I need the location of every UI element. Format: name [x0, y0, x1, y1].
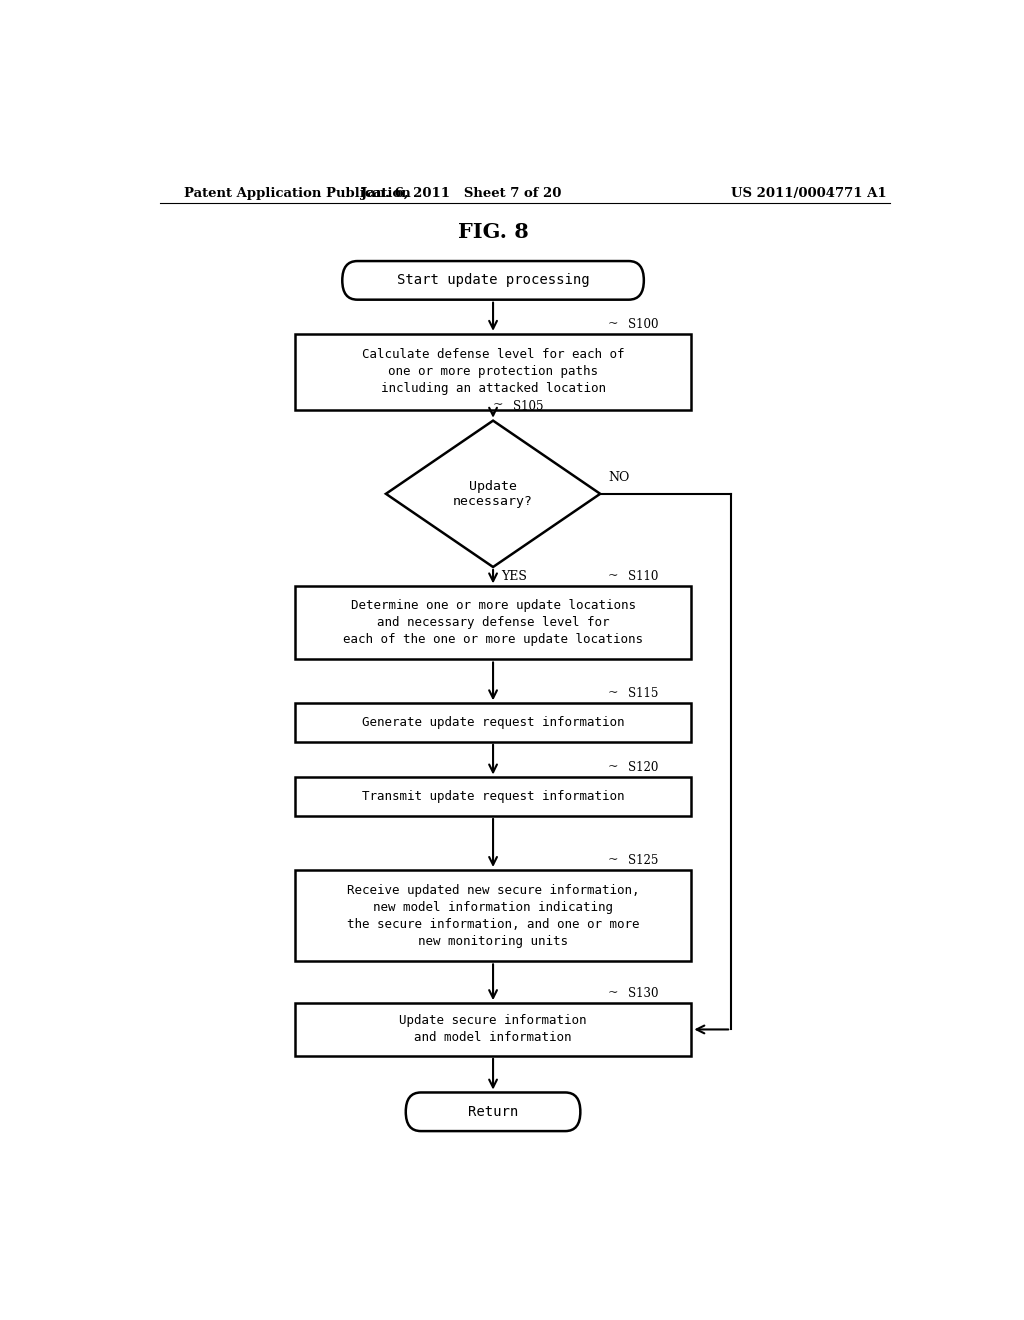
FancyBboxPatch shape — [342, 261, 644, 300]
Text: YES: YES — [501, 570, 527, 583]
FancyBboxPatch shape — [406, 1093, 581, 1131]
Text: Receive updated new secure information,
new model information indicating
the sec: Receive updated new secure information, … — [347, 883, 639, 948]
Text: Patent Application Publication: Patent Application Publication — [183, 187, 411, 201]
Text: Update
necessary?: Update necessary? — [453, 479, 534, 508]
Text: US 2011/0004771 A1: US 2011/0004771 A1 — [731, 187, 887, 201]
Text: Update secure information
and model information: Update secure information and model info… — [399, 1015, 587, 1044]
Text: Start update processing: Start update processing — [396, 273, 590, 288]
FancyBboxPatch shape — [295, 777, 691, 816]
Text: ~: ~ — [493, 399, 504, 412]
Text: S110: S110 — [628, 570, 658, 583]
Text: S105: S105 — [513, 400, 544, 412]
Text: S120: S120 — [628, 762, 658, 775]
Text: S125: S125 — [628, 854, 658, 867]
Text: Return: Return — [468, 1105, 518, 1119]
Text: ~: ~ — [608, 986, 618, 999]
Text: ~: ~ — [608, 317, 618, 330]
FancyBboxPatch shape — [295, 870, 691, 961]
Text: ~: ~ — [608, 569, 618, 582]
Text: FIG. 8: FIG. 8 — [458, 222, 528, 242]
Text: Jan. 6, 2011   Sheet 7 of 20: Jan. 6, 2011 Sheet 7 of 20 — [361, 187, 561, 201]
Text: NO: NO — [608, 471, 630, 483]
Text: ~: ~ — [608, 686, 618, 700]
FancyBboxPatch shape — [295, 586, 691, 660]
Text: Determine one or more update locations
and necessary defense level for
each of t: Determine one or more update locations a… — [343, 599, 643, 647]
Text: S100: S100 — [628, 318, 658, 331]
Text: Transmit update request information: Transmit update request information — [361, 791, 625, 803]
Text: Calculate defense level for each of
one or more protection paths
including an at: Calculate defense level for each of one … — [361, 348, 625, 396]
Text: ~: ~ — [608, 760, 618, 774]
FancyBboxPatch shape — [295, 704, 691, 742]
Text: S115: S115 — [628, 688, 658, 700]
Text: S130: S130 — [628, 987, 658, 1001]
Text: ~: ~ — [608, 853, 618, 866]
Text: Generate update request information: Generate update request information — [361, 715, 625, 729]
FancyBboxPatch shape — [295, 334, 691, 411]
Polygon shape — [386, 421, 600, 568]
FancyBboxPatch shape — [295, 1003, 691, 1056]
